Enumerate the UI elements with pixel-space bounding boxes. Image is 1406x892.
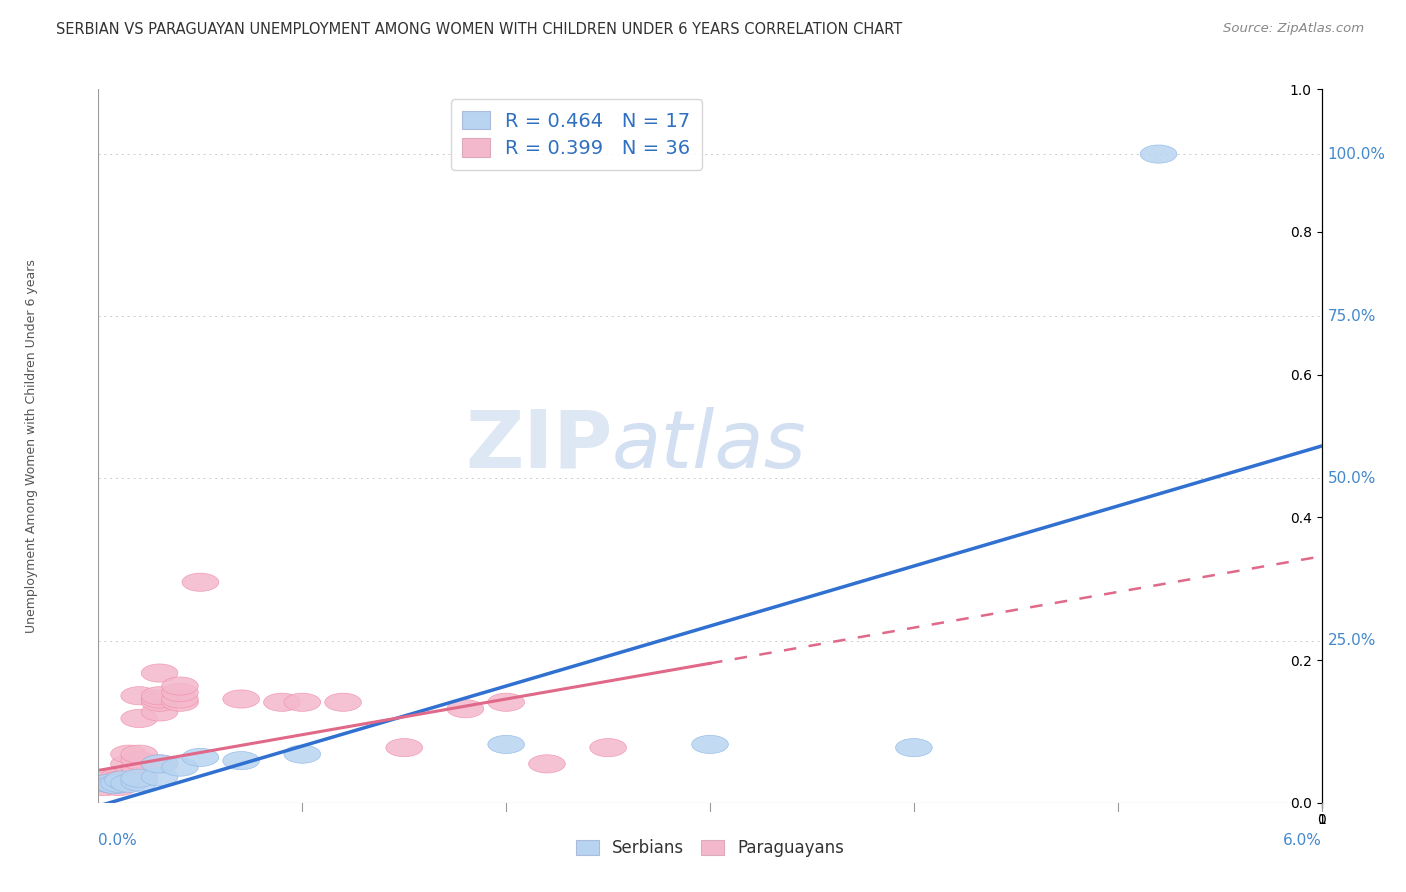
Ellipse shape — [100, 771, 138, 789]
Ellipse shape — [141, 690, 179, 708]
Ellipse shape — [529, 755, 565, 773]
Ellipse shape — [121, 769, 157, 788]
Ellipse shape — [325, 693, 361, 711]
Ellipse shape — [141, 755, 179, 773]
Ellipse shape — [488, 693, 524, 711]
Text: 50.0%: 50.0% — [1327, 471, 1376, 486]
Ellipse shape — [162, 758, 198, 776]
Ellipse shape — [121, 745, 157, 764]
Text: Source: ZipAtlas.com: Source: ZipAtlas.com — [1223, 22, 1364, 36]
Ellipse shape — [896, 739, 932, 756]
Ellipse shape — [284, 693, 321, 711]
Legend: Serbians, Paraguayans: Serbians, Paraguayans — [567, 831, 853, 866]
Ellipse shape — [181, 748, 219, 766]
Ellipse shape — [181, 574, 219, 591]
Ellipse shape — [222, 752, 260, 770]
Ellipse shape — [162, 683, 198, 702]
Ellipse shape — [90, 774, 127, 792]
Ellipse shape — [100, 768, 138, 786]
Ellipse shape — [121, 758, 157, 776]
Ellipse shape — [111, 745, 148, 764]
Text: 0.0%: 0.0% — [98, 833, 138, 847]
Ellipse shape — [162, 690, 198, 708]
Ellipse shape — [284, 745, 321, 764]
Ellipse shape — [222, 690, 260, 708]
Ellipse shape — [141, 693, 179, 711]
Ellipse shape — [1140, 145, 1177, 163]
Ellipse shape — [104, 771, 141, 789]
Ellipse shape — [447, 699, 484, 718]
Ellipse shape — [97, 775, 134, 794]
Ellipse shape — [162, 693, 198, 711]
Text: SERBIAN VS PARAGUAYAN UNEMPLOYMENT AMONG WOMEN WITH CHILDREN UNDER 6 YEARS CORRE: SERBIAN VS PARAGUAYAN UNEMPLOYMENT AMONG… — [56, 22, 903, 37]
Ellipse shape — [121, 687, 157, 705]
Ellipse shape — [141, 755, 179, 773]
Ellipse shape — [141, 703, 179, 721]
Text: 6.0%: 6.0% — [1282, 833, 1322, 847]
Ellipse shape — [162, 677, 198, 695]
Ellipse shape — [93, 771, 129, 789]
Ellipse shape — [121, 764, 157, 782]
Ellipse shape — [111, 774, 148, 792]
Ellipse shape — [121, 709, 157, 728]
Ellipse shape — [589, 739, 627, 756]
Ellipse shape — [121, 773, 157, 791]
Ellipse shape — [141, 664, 179, 682]
Ellipse shape — [111, 755, 148, 773]
Text: ZIP: ZIP — [465, 407, 612, 485]
Ellipse shape — [100, 774, 138, 792]
Ellipse shape — [121, 752, 157, 770]
Text: 100.0%: 100.0% — [1327, 146, 1386, 161]
Ellipse shape — [385, 739, 423, 756]
Ellipse shape — [692, 735, 728, 754]
Ellipse shape — [100, 778, 138, 796]
Ellipse shape — [141, 687, 179, 705]
Text: atlas: atlas — [612, 407, 807, 485]
Text: Unemployment Among Women with Children Under 6 years: Unemployment Among Women with Children U… — [25, 259, 38, 633]
Ellipse shape — [86, 778, 122, 796]
Ellipse shape — [100, 774, 138, 792]
Ellipse shape — [141, 768, 179, 786]
Text: 25.0%: 25.0% — [1327, 633, 1376, 648]
Ellipse shape — [488, 735, 524, 754]
Text: 75.0%: 75.0% — [1327, 309, 1376, 324]
Ellipse shape — [90, 774, 127, 792]
Ellipse shape — [263, 693, 301, 711]
Ellipse shape — [97, 775, 134, 794]
